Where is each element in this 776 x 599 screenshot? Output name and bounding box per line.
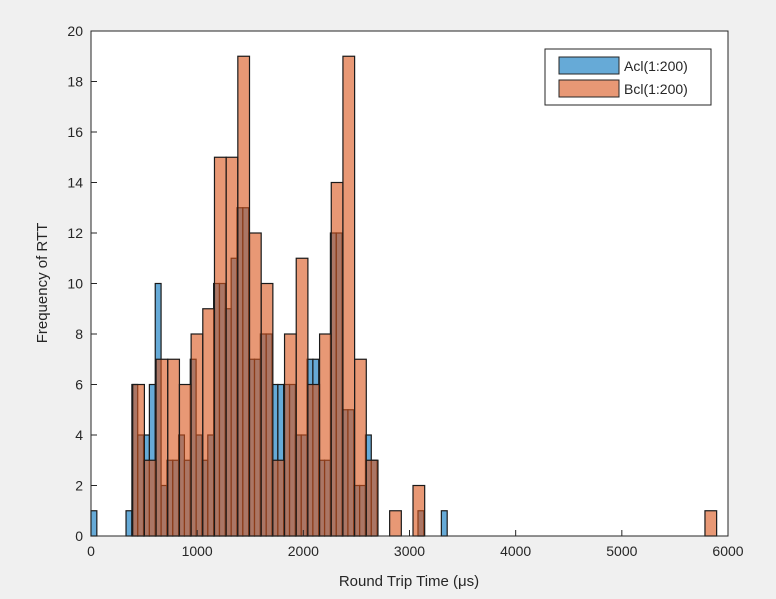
y-axis-label: Frequency of RTT: [34, 223, 51, 344]
x-tick-label: 2000: [288, 543, 319, 559]
y-tick-label: 14: [67, 175, 83, 191]
bar-bcl-9: [237, 55, 251, 537]
legend-swatch-acl: [558, 56, 620, 75]
y-tick-label: 6: [75, 377, 83, 393]
bar-bcl-22: [389, 510, 402, 537]
bar-bcl-12: [272, 459, 286, 537]
bar-bcl-10: [248, 232, 262, 537]
bar-acl-6: [125, 510, 133, 537]
bar-bcl-11: [260, 282, 274, 537]
x-tick-label: 3000: [394, 543, 425, 559]
y-tick-label: 8: [75, 326, 83, 342]
bar-bcl-1: [143, 459, 157, 537]
bar-bcl-14: [295, 257, 309, 537]
x-tick-label: 6000: [712, 543, 743, 559]
x-tick-label: 0: [87, 543, 95, 559]
y-tick-label: 18: [67, 74, 83, 90]
legend: Acl(1:200) Bcl(1:200): [544, 48, 712, 106]
bar-bcl-13: [283, 333, 297, 537]
y-tick-label: 4: [75, 427, 83, 443]
y-tick-label: 12: [67, 225, 83, 241]
y-tick-label: 2: [75, 478, 83, 494]
y-tick-label: 10: [67, 276, 83, 292]
x-tick-label: 4000: [500, 543, 531, 559]
bar-bcl-15: [307, 383, 321, 537]
bar-bcl-2: [155, 358, 169, 537]
legend-label-acl: Acl(1:200): [624, 58, 688, 74]
bar-bcl-16: [318, 333, 332, 537]
y-tick-label: 0: [75, 528, 83, 544]
bar-bcl-20: [365, 459, 379, 537]
y-tick-label: 20: [67, 23, 83, 39]
legend-swatch-bcl: [558, 79, 620, 98]
y-tick-label: 16: [67, 124, 83, 140]
bar-acl-0: [90, 510, 98, 537]
x-axis-label: Round Trip Time (μs): [339, 573, 479, 590]
legend-label-bcl: Bcl(1:200): [624, 81, 688, 97]
bar-bcl-0: [132, 383, 146, 537]
bar-bcl-17: [330, 181, 344, 537]
bar-bcl-6: [202, 308, 216, 537]
bar-bcl-19: [354, 358, 367, 537]
bar-bcl-8: [225, 156, 239, 537]
bar-bcl-3: [167, 358, 181, 537]
bar-bcl-7: [213, 156, 227, 537]
x-tick-label: 5000: [606, 543, 637, 559]
bar-bcl-24: [412, 484, 426, 537]
bar-bcl-5: [190, 333, 204, 537]
bar-bcl-4: [178, 383, 192, 537]
x-tick-label: 1000: [182, 543, 213, 559]
bar-bcl-18: [342, 55, 356, 537]
bar-acl-60: [440, 510, 448, 537]
ticks-layer: 0 1000 2000 3000 4000 5000 6000 0 2 4 6 8 10 12 14 16 18…: [67, 23, 743, 559]
bar-bcl-49: [704, 510, 718, 537]
